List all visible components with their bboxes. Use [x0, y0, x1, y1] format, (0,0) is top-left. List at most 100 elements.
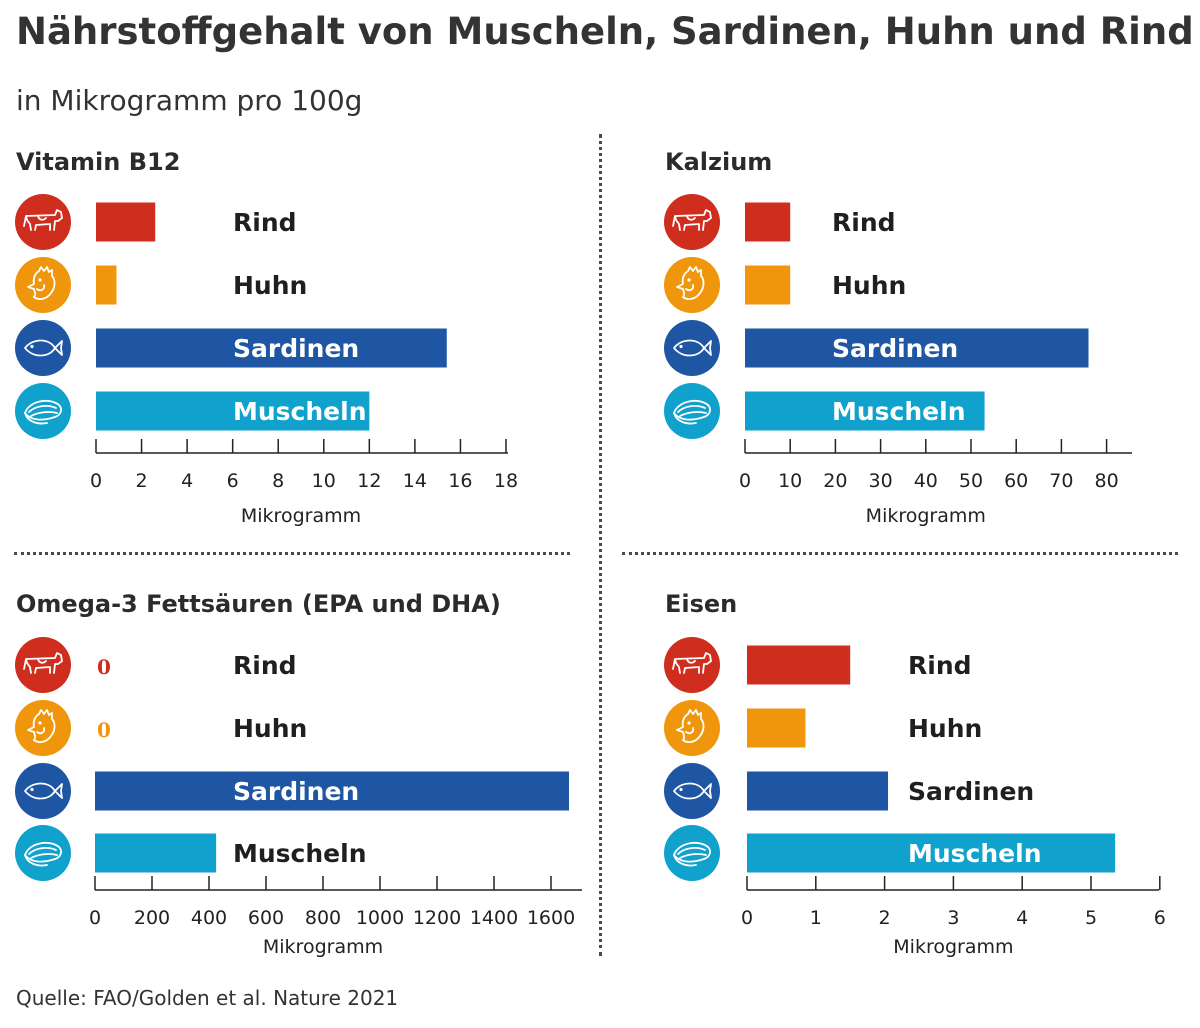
- source-note: Quelle: FAO/Golden et al. Nature 2021: [16, 986, 399, 1010]
- bar-muscheln: [747, 833, 1116, 873]
- cow-icon: [15, 637, 71, 693]
- x-tick-label: 1: [810, 907, 822, 929]
- rooster-icon: [664, 257, 720, 313]
- x-tick-label: 8: [272, 470, 284, 492]
- x-tick-label: 600: [248, 907, 284, 929]
- x-tick-label: 6: [1154, 907, 1166, 929]
- x-tick-label: 1000: [356, 907, 404, 929]
- rooster-icon: [15, 700, 71, 756]
- vertical-divider: [599, 134, 602, 956]
- panel-title: Vitamin B12: [16, 148, 181, 176]
- x-axis-title: Mikrogramm: [263, 936, 383, 958]
- zero-value-label: 0: [97, 718, 111, 742]
- x-tick-label: 4: [1016, 907, 1028, 929]
- bar-sardinen: [747, 771, 889, 811]
- category-label: Muscheln: [233, 397, 367, 426]
- panel-omega-3: Omega-3 Fettsäuren (EPA und DHA) 0 Rind 0 H…: [15, 590, 591, 970]
- x-tick-label: 400: [191, 907, 227, 929]
- chart-eisen: Rind Huhn Sardinen Muscheln 0 1 2 3 4 5 6 Mikrogram…: [664, 637, 1166, 958]
- bar-muscheln: [95, 833, 217, 873]
- mussel-icon: [15, 383, 71, 439]
- bar-rind: [747, 645, 851, 685]
- x-tick-label: 16: [448, 470, 472, 492]
- bar-sardinen: [95, 771, 569, 811]
- category-label: Muscheln: [233, 839, 367, 868]
- cow-icon: [664, 637, 720, 693]
- category-label: Sardinen: [233, 777, 359, 806]
- x-axis-title: Mikrogramm: [241, 505, 361, 527]
- rooster-icon: [664, 700, 720, 756]
- fish-icon: [664, 763, 720, 819]
- horizontal-divider-left: [14, 552, 570, 555]
- bar-sardinen: [745, 328, 1089, 368]
- x-tick-label: 2: [879, 907, 891, 929]
- bar-rind: [745, 202, 791, 242]
- x-tick-label: 18: [494, 470, 518, 492]
- x-tick-label: 10: [312, 470, 336, 492]
- x-tick-label: 60: [1004, 470, 1028, 492]
- x-tick-label: 3: [947, 907, 959, 929]
- x-tick-label: 1400: [470, 907, 518, 929]
- x-tick-label: 0: [741, 907, 753, 929]
- category-label: Rind: [832, 208, 896, 237]
- chart-vitamin-b12: Rind Huhn Sardinen Muscheln 0 2 4 6 8 10 12 14 16 18 M…: [15, 194, 518, 527]
- mussel-icon: [15, 825, 71, 881]
- x-tick-label: 0: [739, 470, 751, 492]
- x-tick-label: 50: [959, 470, 983, 492]
- page-subtitle: in Mikrogramm pro 100g: [16, 84, 363, 117]
- category-label: Huhn: [233, 271, 307, 300]
- page-title: Nährstoffgehalt von Muscheln, Sardinen, …: [16, 10, 1194, 53]
- x-tick-label: 5: [1085, 907, 1097, 929]
- category-label: Sardinen: [233, 334, 359, 363]
- chart-omega-3: 0 Rind 0 Huhn Sardinen Muscheln 0 200 400 600 800 1…: [15, 637, 582, 958]
- category-label: Rind: [908, 651, 972, 680]
- bar-muscheln: [745, 391, 985, 431]
- x-tick-label: 12: [357, 470, 381, 492]
- mussel-icon: [664, 825, 720, 881]
- bar-sardinen: [96, 328, 447, 368]
- category-label: Rind: [233, 208, 297, 237]
- category-label: Sardinen: [908, 777, 1034, 806]
- x-tick-label: 1600: [527, 907, 575, 929]
- x-tick-label: 6: [227, 470, 239, 492]
- bar-huhn: [96, 265, 117, 305]
- panel-vitamin-b12: Vitamin B12 Rind Huhn Sardinen Muscheln 0 2 4 6…: [15, 148, 586, 538]
- x-tick-label: 0: [90, 470, 102, 492]
- x-tick-label: 40: [914, 470, 938, 492]
- fish-icon: [664, 320, 720, 376]
- x-tick-label: 70: [1049, 470, 1073, 492]
- category-label: Rind: [233, 651, 297, 680]
- x-tick-label: 10: [778, 470, 802, 492]
- bar-rind: [96, 202, 156, 242]
- category-label: Huhn: [832, 271, 906, 300]
- zero-value-label: 0: [97, 655, 111, 679]
- x-tick-label: 4: [181, 470, 193, 492]
- category-label: Huhn: [908, 714, 982, 743]
- category-label: Muscheln: [832, 397, 966, 426]
- bar-muscheln: [96, 391, 370, 431]
- panel-title: Eisen: [665, 590, 738, 618]
- rooster-icon: [15, 257, 71, 313]
- x-tick-label: 14: [403, 470, 427, 492]
- x-tick-label: 30: [869, 470, 893, 492]
- mussel-icon: [664, 383, 720, 439]
- x-tick-label: 0: [89, 907, 101, 929]
- category-label: Sardinen: [832, 334, 958, 363]
- panel-kalzium: Kalzium Rind Huhn Sardinen Muscheln 0 10 20 30 4…: [664, 148, 1185, 538]
- fish-icon: [15, 320, 71, 376]
- horizontal-divider-right: [622, 552, 1178, 555]
- x-tick-label: 80: [1095, 470, 1119, 492]
- cow-icon: [664, 194, 720, 250]
- cow-icon: [15, 194, 71, 250]
- chart-kalzium: Rind Huhn Sardinen Muscheln 0 10 20 30 40 50 60 70 8…: [664, 194, 1132, 527]
- x-tick-label: 20: [823, 470, 847, 492]
- x-tick-label: 800: [305, 907, 341, 929]
- x-axis-title: Mikrogramm: [893, 936, 1013, 958]
- x-axis-title: Mikrogramm: [866, 505, 986, 527]
- category-label: Muscheln: [908, 839, 1042, 868]
- x-tick-label: 200: [134, 907, 170, 929]
- panel-title: Kalzium: [665, 148, 773, 176]
- fish-icon: [15, 763, 71, 819]
- panel-title: Omega-3 Fettsäuren (EPA und DHA): [16, 590, 501, 618]
- bar-huhn: [747, 708, 806, 748]
